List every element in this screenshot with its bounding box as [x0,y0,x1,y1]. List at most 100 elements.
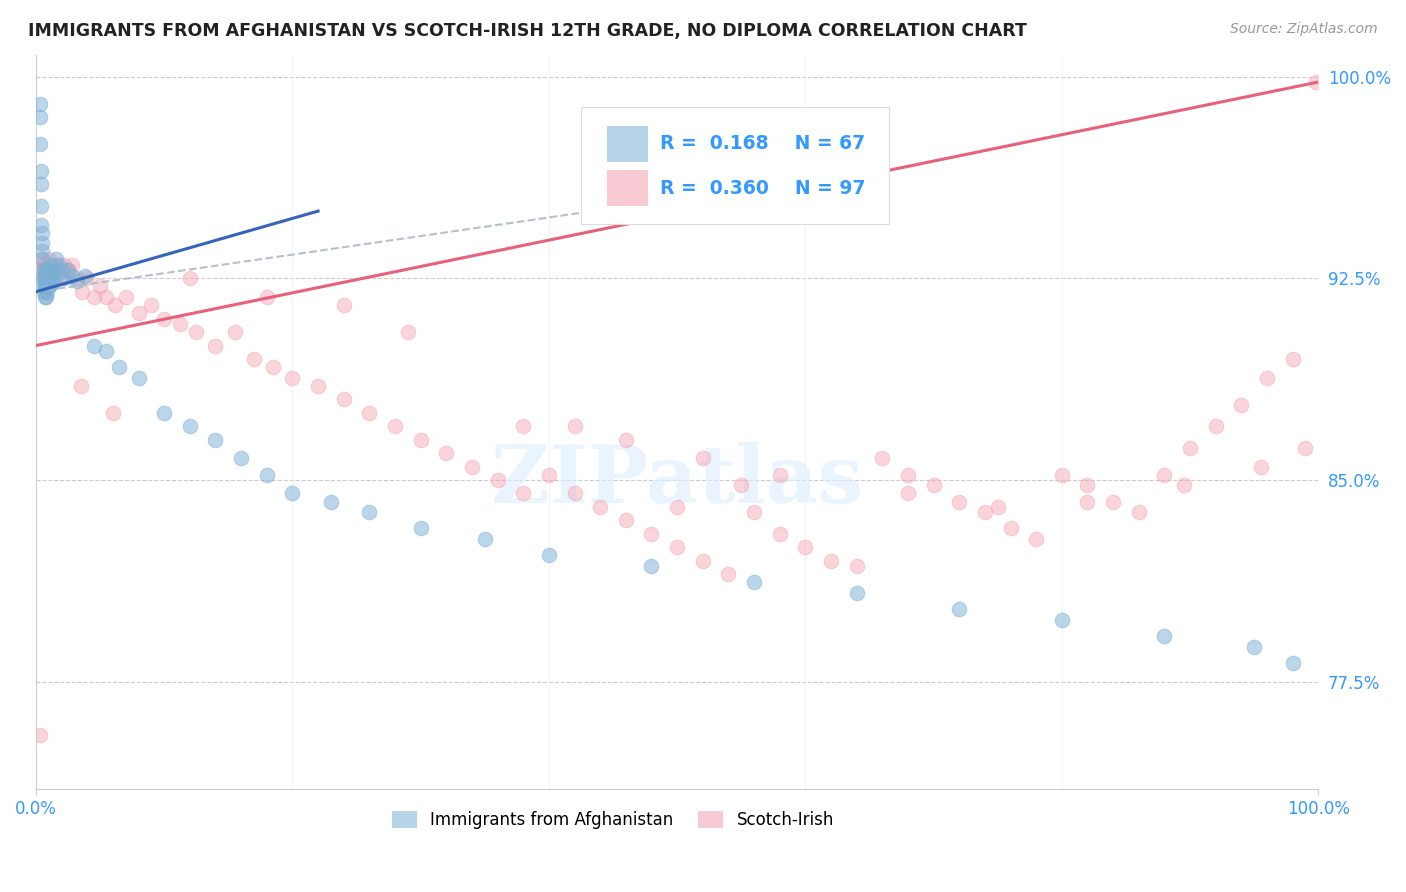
Point [39,263,62,277]
Point [332,392,354,407]
Point [51,263,73,277]
Point [537,549,560,563]
Point [34,279,56,293]
Point [41,258,63,272]
Point [897,467,920,482]
FancyBboxPatch shape [606,127,648,161]
Point [845,586,868,600]
Point [34,290,56,304]
Point [41,277,63,291]
Point [1128,505,1150,519]
Point [409,521,432,535]
Text: ZIPatlas: ZIPatlas [491,442,863,520]
Point [692,554,714,568]
Point [742,505,765,519]
Point [153,406,176,420]
Point [730,478,752,492]
Point [38,263,60,277]
Point [38,279,60,293]
Point [742,575,765,590]
Point [1294,441,1316,455]
Point [28,728,51,742]
Point [512,486,534,500]
Point [44,258,66,272]
Point [1250,459,1272,474]
Point [96,290,118,304]
Point [359,406,381,420]
Point [45,252,67,267]
Point [1153,467,1175,482]
Point [973,505,995,519]
Point [41,271,63,285]
Point [820,554,842,568]
Point [1025,532,1047,546]
Point [319,494,342,508]
Point [48,263,70,277]
Point [35,271,58,285]
Point [1153,629,1175,643]
Point [1076,494,1098,508]
Point [39,271,62,285]
Point [769,467,792,482]
Point [37,271,59,285]
Point [83,290,105,304]
Point [37,263,59,277]
Point [359,505,381,519]
Point [229,451,252,466]
Point [108,359,131,374]
Point [614,433,637,447]
Point [409,433,432,447]
Point [37,263,59,277]
Point [60,258,83,272]
Point [41,268,63,283]
Point [32,263,55,277]
Point [128,306,150,320]
Point [48,258,70,272]
Point [28,96,51,111]
Point [262,359,284,374]
Point [34,258,56,272]
Point [34,271,56,285]
Point [28,136,51,151]
Point [1178,441,1201,455]
Point [256,290,278,304]
Point [51,271,73,285]
Point [69,379,91,393]
Point [769,526,792,541]
Point [666,500,689,514]
Point [461,459,484,474]
Point [53,271,76,285]
Point [83,338,105,352]
Point [28,258,51,272]
Point [1173,478,1195,492]
Point [31,271,53,285]
Point [104,298,127,312]
Point [987,500,1010,514]
Point [486,473,509,487]
Text: IMMIGRANTS FROM AFGHANISTAN VS SCOTCH-IRISH 12TH GRADE, NO DIPLOMA CORRELATION C: IMMIGRANTS FROM AFGHANISTAN VS SCOTCH-IR… [28,22,1026,40]
Point [589,500,612,514]
Point [204,338,226,352]
Point [640,526,662,541]
Point [31,244,53,259]
Point [794,540,817,554]
Point [32,279,55,293]
Text: R =  0.168    N = 67: R = 0.168 N = 67 [661,134,866,153]
Point [30,263,52,277]
Point [384,419,406,434]
Point [564,419,586,434]
Point [1076,478,1098,492]
Point [1305,75,1327,89]
Point [281,486,304,500]
Point [45,271,67,285]
Point [73,268,96,283]
Point [922,478,945,492]
Point [35,290,58,304]
Point [1000,521,1022,535]
Point [307,379,329,393]
Point [948,602,970,616]
Point [70,285,93,299]
Point [1256,371,1278,385]
Point [1102,494,1125,508]
Point [32,263,55,277]
